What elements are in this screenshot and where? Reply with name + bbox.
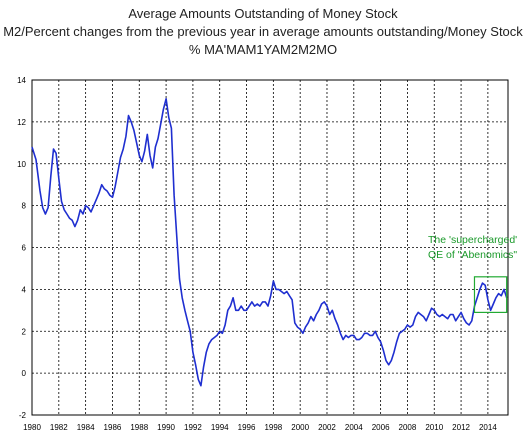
series-code: % MA'MAM1YAM2M2MO: [188, 42, 338, 57]
x-tick-label: 2004: [345, 423, 363, 432]
x-tick-label: 1998: [264, 423, 282, 432]
plot-frame: [31, 79, 509, 416]
x-tick-label: 1988: [130, 423, 148, 432]
y-tick-label: 6: [22, 244, 27, 253]
x-tick-label: 1980: [23, 423, 41, 432]
chart-subtitle: M2/Percent changes from the previous yea…: [3, 24, 523, 39]
annotation: The 'supercharged' QE of "Abenomics": [428, 234, 517, 314]
annotation-box: [473, 276, 508, 314]
axes: [31, 79, 509, 416]
x-tick-label: 2010: [425, 423, 443, 432]
x-tick-label: 2000: [291, 423, 309, 432]
x-tick-label: 1996: [238, 423, 256, 432]
chart-title: Average Amounts Outstanding of Money Sto…: [128, 6, 398, 21]
y-tick-label: 10: [17, 160, 26, 169]
series: [31, 98, 508, 387]
annotation-text: The 'supercharged': [428, 234, 517, 246]
x-tick-label: 2014: [479, 423, 497, 432]
x-tick-label: 1986: [104, 423, 122, 432]
x-tick-label: 1984: [77, 423, 95, 432]
y-tick-label: 14: [17, 76, 26, 85]
x-tick-label: 1994: [211, 423, 229, 432]
annotation-text: QE of "Abenomics": [428, 249, 517, 261]
x-tick-label: 2006: [372, 423, 390, 432]
x-tick-label: 2002: [318, 423, 336, 432]
x-tick-label: 1990: [157, 423, 175, 432]
y-tick-label: 4: [22, 285, 27, 294]
y-tick-labels: -2 0 2 4 6 8 10 12 14: [17, 76, 26, 420]
grid: [32, 80, 508, 415]
x-tick-label: 1992: [184, 423, 202, 432]
y-tick-label: 0: [22, 369, 27, 378]
series-line-0: [31, 98, 508, 387]
x-tick-label: 2008: [399, 423, 417, 432]
x-tick-labels: 1980 1982 1984 1986 1988 1990 1992 1994 1996 1998…: [23, 423, 497, 432]
x-tick-label: 2012: [452, 423, 470, 432]
y-tick-label: -2: [19, 411, 27, 420]
y-tick-label: 12: [17, 118, 26, 127]
x-tick-label: 1982: [50, 423, 68, 432]
y-tick-label: 2: [22, 327, 27, 336]
y-tick-label: 8: [22, 202, 27, 211]
